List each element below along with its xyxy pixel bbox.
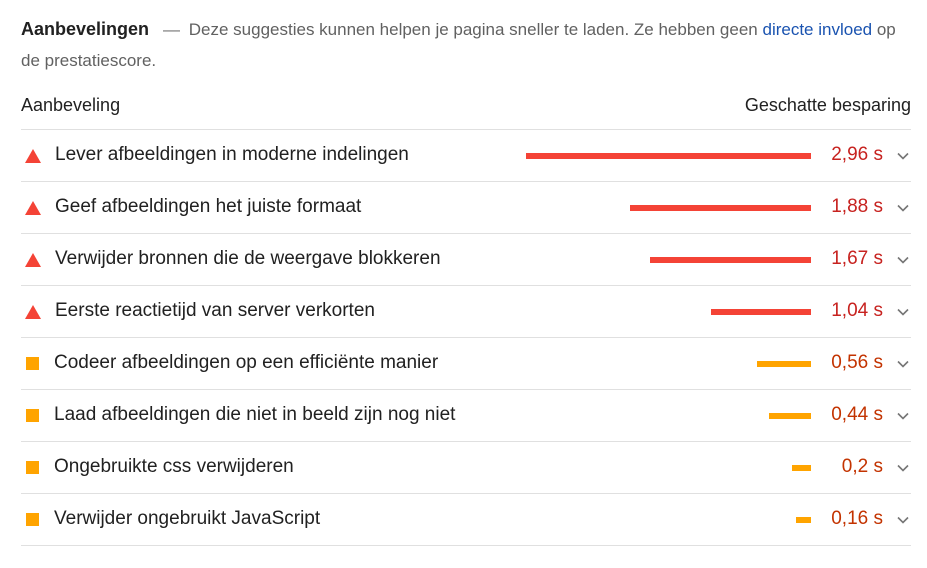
opportunity-row[interactable]: Ongebruikte css verwijderen 0,2 s (21, 442, 911, 494)
section-description: Deze suggesties kunnen helpen je pagina … (188, 20, 758, 39)
title-dash: — (163, 20, 181, 39)
opportunity-label: Verwijder bronnen die de weergave blokke… (55, 248, 441, 269)
triangle-warning-icon (25, 253, 41, 267)
chevron-down-icon[interactable] (897, 255, 909, 265)
section-intro: Aanbevelingen — Deze suggesties kunnen he… (21, 14, 911, 76)
opportunity-label: Lever afbeeldingen in moderne indelingen (55, 144, 409, 165)
opportunity-row[interactable]: Verwijder bronnen die de weergave blokke… (21, 234, 911, 286)
chevron-down-icon[interactable] (897, 463, 909, 473)
savings-value: 0,56 s (831, 352, 883, 373)
column-header-recommendation: Aanbeveling (21, 95, 121, 115)
savings-bar (526, 153, 811, 159)
savings-bar (630, 205, 811, 211)
triangle-warning-icon (25, 201, 41, 215)
chevron-down-icon[interactable] (897, 515, 909, 525)
savings-value: 0,2 s (841, 456, 883, 477)
savings-value: 0,16 s (831, 508, 883, 529)
triangle-warning-icon (25, 305, 41, 319)
opportunity-label: Codeer afbeeldingen op een efficiënte ma… (54, 352, 439, 373)
chevron-down-icon[interactable] (897, 359, 909, 369)
savings-bar (769, 413, 811, 419)
opportunity-row[interactable]: Geef afbeeldingen het juiste formaat 1,88… (21, 182, 911, 234)
direct-influence-link[interactable]: directe invloed (762, 20, 873, 39)
opportunity-label: Ongebruikte css verwijderen (54, 456, 294, 477)
opportunity-label: Eerste reactietijd van server verkorten (55, 300, 375, 321)
savings-value: 0,44 s (831, 404, 883, 425)
savings-bar (757, 361, 811, 367)
triangle-warning-icon (25, 149, 41, 163)
opportunity-row[interactable]: Verwijder ongebruikt JavaScript 0,16 s (21, 494, 911, 546)
opportunity-row[interactable]: Lever afbeeldingen in moderne indelingen… (21, 130, 911, 182)
opportunity-row[interactable]: Codeer afbeeldingen op een efficiënte ma… (21, 338, 911, 390)
opportunity-label: Laad afbeeldingen die niet in beeld zijn… (54, 404, 456, 425)
chevron-down-icon[interactable] (897, 411, 909, 421)
square-average-icon (25, 461, 41, 475)
opportunity-list: Lever afbeeldingen in moderne indelingen… (21, 130, 911, 546)
savings-bar (796, 517, 811, 523)
savings-value: 2,96 s (831, 144, 883, 165)
opportunities-panel: Aanbevelingen — Deze suggesties kunnen he… (21, 0, 911, 546)
opportunity-row[interactable]: Laad afbeeldingen die niet in beeld zijn… (21, 390, 911, 442)
square-average-icon (25, 409, 41, 423)
chevron-down-icon[interactable] (897, 151, 909, 161)
savings-value: 1,88 s (831, 196, 883, 217)
table-header: Aanbeveling Geschatte besparing (21, 93, 911, 130)
square-average-icon (25, 357, 41, 371)
column-header-savings: Geschatte besparing (744, 95, 911, 115)
savings-bar (711, 309, 811, 315)
chevron-down-icon[interactable] (897, 307, 909, 317)
section-title: Aanbevelingen (21, 19, 150, 39)
savings-bar (792, 465, 811, 471)
chevron-down-icon[interactable] (897, 203, 909, 213)
savings-bar (650, 257, 811, 263)
opportunity-label: Verwijder ongebruikt JavaScript (54, 508, 321, 529)
opportunity-row[interactable]: Eerste reactietijd van server verkorten 1… (21, 286, 911, 338)
savings-value: 1,67 s (831, 248, 883, 269)
section-description-end: op de prestatiescore. (21, 20, 896, 70)
square-average-icon (25, 513, 41, 527)
opportunity-label: Geef afbeeldingen het juiste formaat (55, 196, 362, 217)
savings-value: 1,04 s (831, 300, 883, 321)
